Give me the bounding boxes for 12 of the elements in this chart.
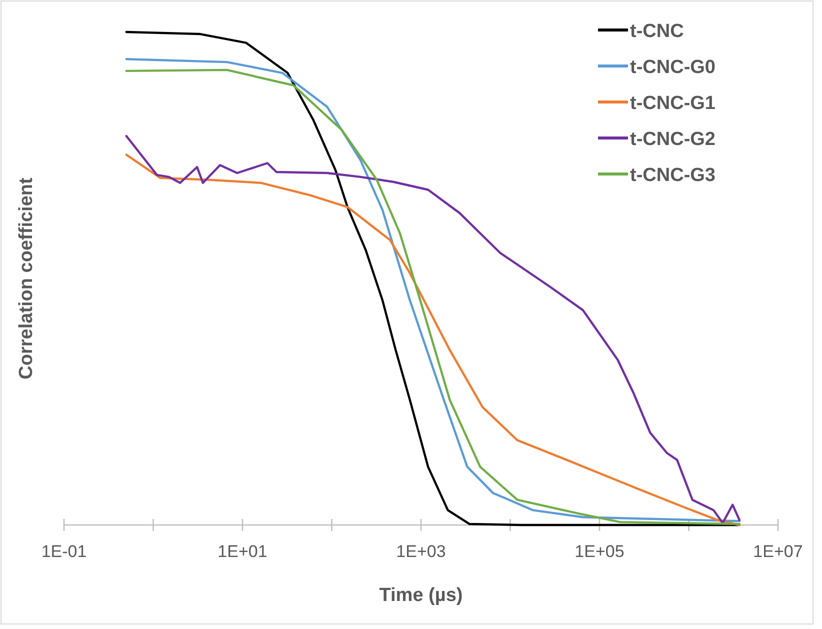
x-tick-label: 1E+01 (218, 542, 268, 561)
x-tick-label: 1E-01 (41, 542, 87, 561)
x-tick-label: 1E+05 (574, 542, 624, 561)
x-tick-label: 1E+07 (753, 542, 803, 561)
x-tick-label: 1E+03 (396, 542, 446, 561)
y-axis-title: Correlation coefficient (16, 177, 37, 380)
legend-label: t-CNC-G3 (630, 165, 716, 186)
x-axis-title: Time (µs) (379, 585, 463, 606)
legend-label: t-CNC-G1 (630, 93, 716, 114)
legend-label: t-CNC (630, 21, 684, 42)
legend-label: t-CNC-G2 (630, 129, 716, 150)
legend-label: t-CNC-G0 (630, 57, 716, 78)
